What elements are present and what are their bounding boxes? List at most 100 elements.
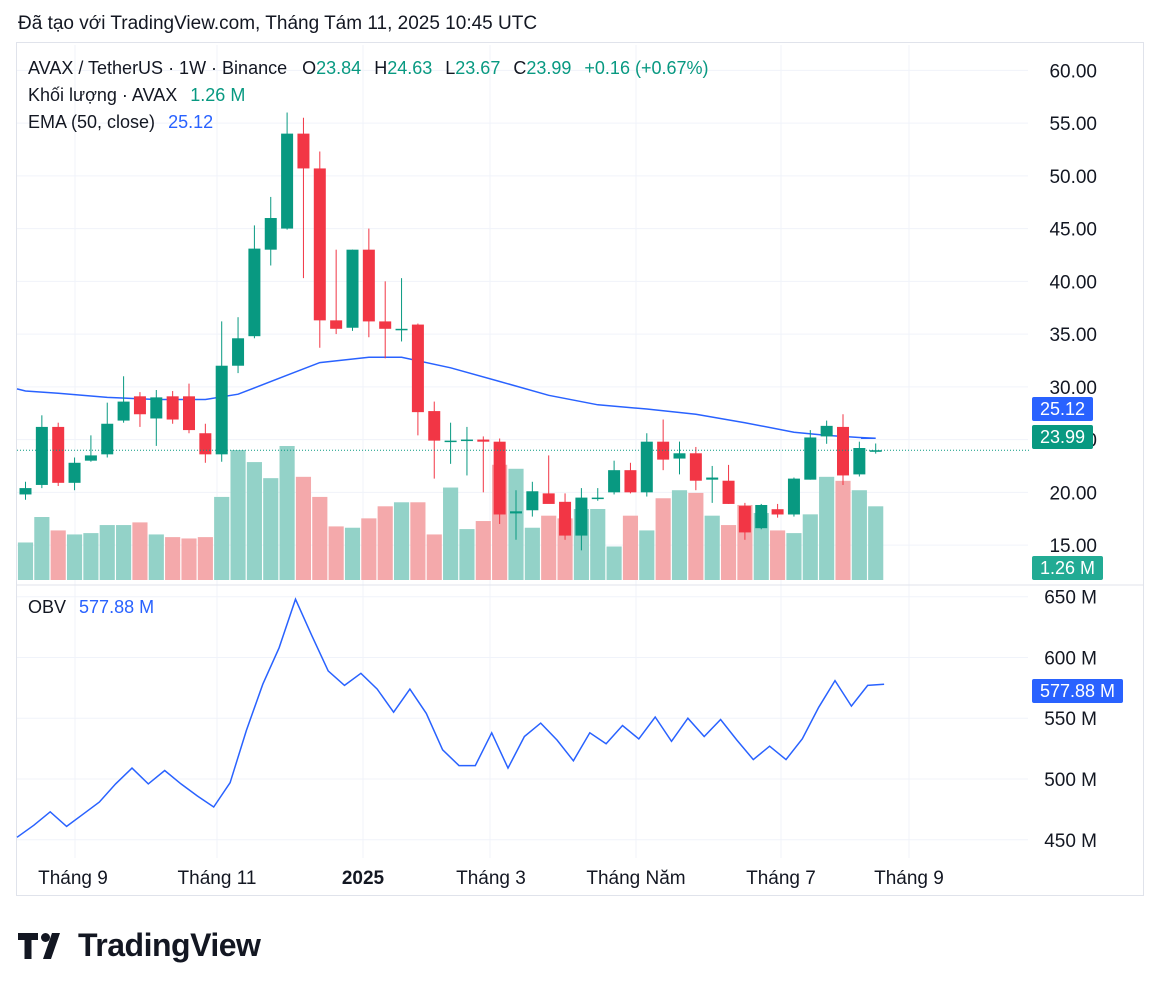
candle-body — [771, 509, 784, 515]
volume-bar — [393, 502, 410, 580]
candle-body — [35, 426, 48, 485]
volume-bar — [197, 537, 213, 580]
obv-axis-tick: 650 M — [1044, 588, 1097, 609]
candle-body — [330, 320, 343, 329]
time-axis-tick: 2025 — [342, 868, 385, 889]
candle-body — [608, 470, 621, 493]
volume-bar — [295, 476, 312, 580]
volume-bar — [279, 446, 295, 580]
volume-bar — [181, 538, 197, 580]
price-axis-tick: 60.00 — [1049, 61, 1097, 82]
open-label: O — [302, 58, 317, 78]
candle-body — [133, 396, 146, 415]
candle-body — [395, 328, 408, 331]
volume-bar — [671, 490, 688, 580]
candle-body — [837, 426, 849, 476]
price-axis-tick: 15.00 — [1049, 536, 1097, 557]
obv-axis-tick: 550 M — [1044, 709, 1097, 730]
candle-body — [379, 321, 392, 329]
candle-body — [493, 441, 506, 515]
price-axis-tick: 55.00 — [1049, 114, 1097, 135]
candle-body — [84, 455, 97, 461]
price-axis-tick: 40.00 — [1049, 272, 1097, 293]
volume-bar — [868, 506, 884, 580]
volume-label: Khối lượng · AVAX — [28, 85, 178, 105]
volume-bar — [148, 534, 164, 580]
candle-body — [215, 365, 228, 455]
low-value: 23.67 — [455, 58, 501, 78]
close-price-tag: 23.99 — [1032, 425, 1094, 449]
candle-body — [117, 401, 130, 421]
volume-bar — [328, 526, 344, 580]
volume-bar — [410, 502, 426, 580]
candle-body — [575, 497, 588, 536]
candle-body — [68, 462, 81, 483]
time-axis-tick: Tháng 9 — [874, 868, 944, 889]
candle-body — [706, 477, 719, 480]
close-value: 23.99 — [526, 58, 572, 78]
volume-bar — [230, 450, 246, 580]
volume-bar — [524, 527, 540, 580]
candle-body — [477, 439, 490, 442]
close-label: C — [513, 58, 527, 78]
obv-tag: 577.88 M — [1032, 679, 1124, 703]
tradingview-logo[interactable]: TradingView — [18, 927, 261, 964]
volume-bar — [770, 530, 786, 580]
volume-bar — [475, 521, 491, 580]
volume-bar — [541, 515, 557, 580]
candle-body — [722, 480, 735, 504]
ema-price-tag: 25.12 — [1032, 397, 1094, 421]
volume-bar — [590, 508, 606, 580]
candle-body — [559, 501, 572, 536]
volume-bar — [66, 534, 83, 580]
obv-axis-tick: 450 M — [1044, 831, 1097, 852]
candle-body — [19, 488, 32, 495]
volume-bar — [132, 522, 148, 580]
volume-bar — [312, 496, 328, 580]
candle-body — [346, 249, 359, 328]
volume-bar — [263, 478, 279, 580]
price-axis-tick: 50.00 — [1049, 167, 1097, 188]
ema-value: 25.12 — [168, 112, 214, 132]
volume-bar — [639, 530, 655, 580]
time-axis-tick: Tháng 3 — [456, 868, 526, 889]
volume-tag: 1.26 M — [1032, 556, 1104, 580]
candle-body — [820, 425, 833, 437]
candle-body — [869, 450, 882, 452]
candle-body — [591, 497, 604, 500]
candle-body — [183, 396, 195, 431]
price-axis-tick: 30.00 — [1049, 378, 1097, 399]
obv-label: OBV — [28, 597, 67, 617]
volume-bar — [361, 518, 377, 580]
price-axis-tick: 45.00 — [1049, 220, 1097, 241]
volume-bar — [165, 537, 181, 580]
price-axis-tick: 35.00 — [1049, 325, 1097, 346]
volume-bar — [786, 533, 802, 580]
candle-body — [248, 248, 261, 337]
obv-axis-tick: 600 M — [1044, 648, 1097, 669]
time-axis-tick: Tháng Năm — [586, 868, 685, 889]
candle-body — [362, 249, 375, 322]
volume-value: 1.26 M — [190, 85, 246, 105]
volume-bar — [688, 492, 704, 580]
candle-body — [853, 448, 866, 475]
open-value: 23.84 — [316, 58, 362, 78]
volume-bar — [851, 490, 867, 580]
tradingview-logo-icon — [18, 932, 60, 959]
candle-body — [640, 441, 653, 493]
volume-legend: Khối lượng · AVAX 1.26 M — [28, 85, 245, 106]
candle-body — [510, 511, 522, 514]
ohlc-legend: AVAX / TetherUS · 1W · Binance O23.84 H2… — [28, 58, 709, 79]
candle-body — [166, 396, 179, 420]
candle-body — [755, 504, 768, 529]
ema-legend: EMA (50, close) 25.12 — [28, 112, 213, 133]
candle-body — [232, 338, 245, 366]
candle-body — [297, 133, 310, 169]
volume-bar — [377, 506, 393, 580]
candle-body — [101, 423, 114, 455]
time-axis-tick: Tháng 9 — [38, 868, 108, 889]
volume-bar — [606, 546, 622, 580]
obv-value: 577.88 M — [79, 597, 155, 617]
